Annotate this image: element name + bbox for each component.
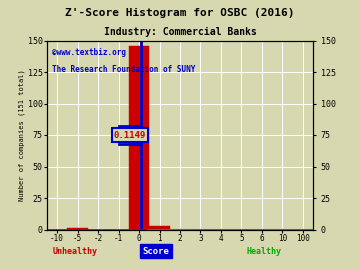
- Text: ©www.textbiz.org: ©www.textbiz.org: [52, 48, 126, 57]
- Y-axis label: Number of companies (151 total): Number of companies (151 total): [18, 69, 25, 201]
- Text: The Research Foundation of SUNY: The Research Foundation of SUNY: [52, 65, 195, 74]
- Bar: [67, 228, 88, 230]
- Bar: [149, 226, 170, 230]
- Text: Score: Score: [143, 247, 170, 255]
- Text: 0.1149: 0.1149: [114, 130, 146, 140]
- Bar: [129, 46, 149, 229]
- Text: Z'-Score Histogram for OSBC (2016): Z'-Score Histogram for OSBC (2016): [65, 8, 295, 18]
- Text: Healthy: Healthy: [246, 247, 281, 255]
- Text: Industry: Commercial Banks: Industry: Commercial Banks: [104, 27, 256, 37]
- Text: Unhealthy: Unhealthy: [52, 247, 97, 255]
